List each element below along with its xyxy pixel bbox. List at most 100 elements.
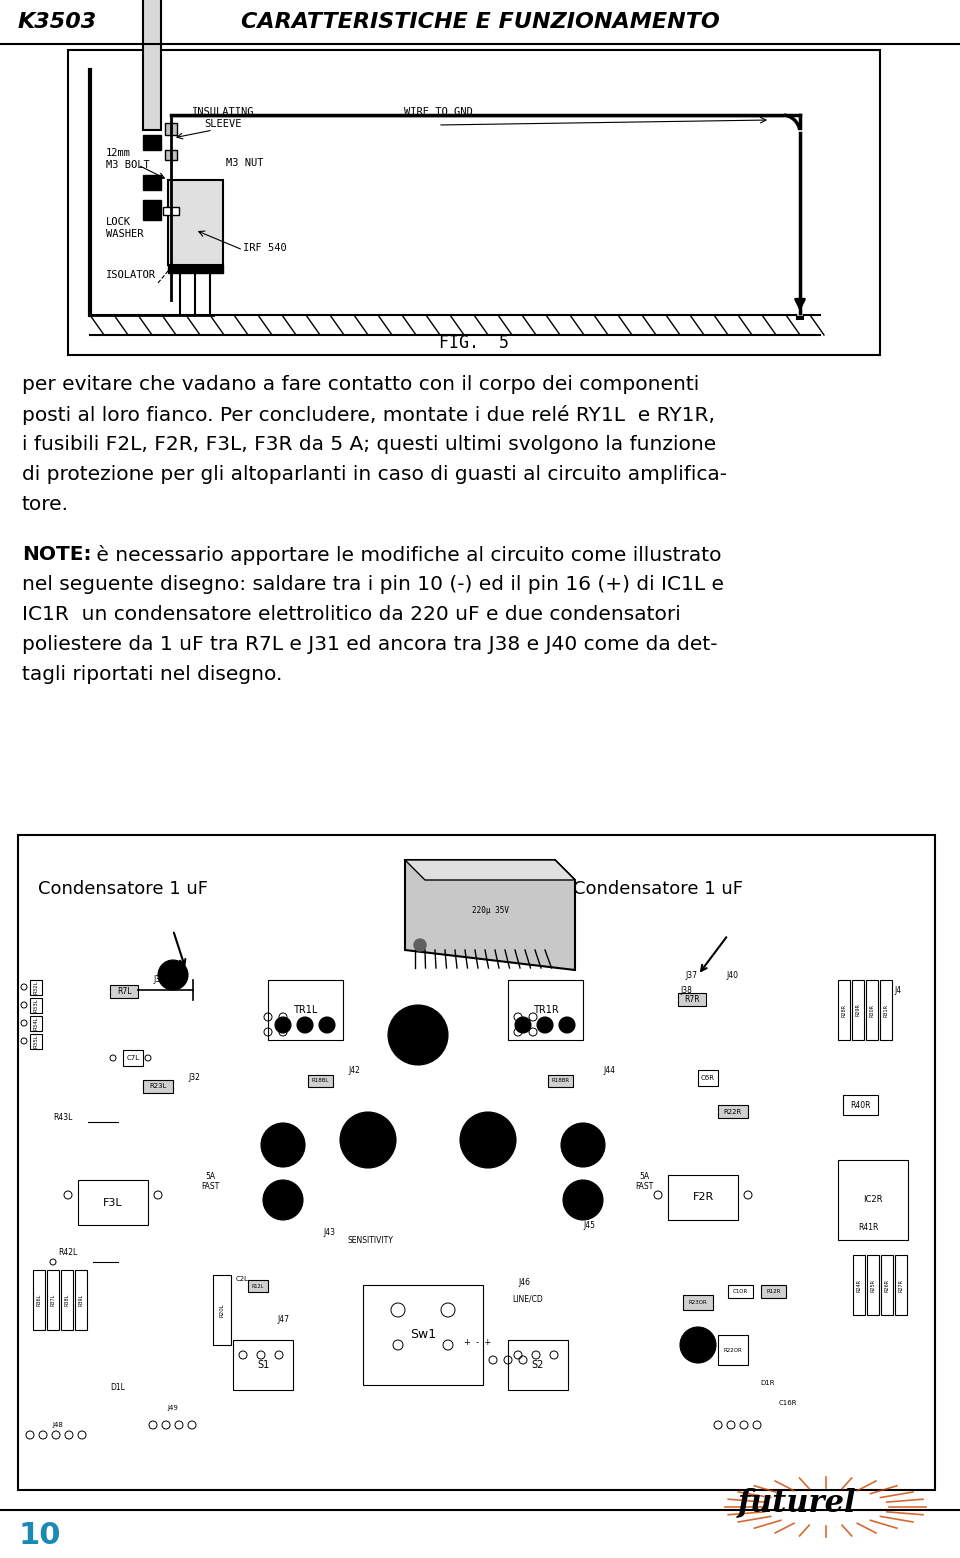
Text: R28R: R28R [842,1003,847,1016]
Text: D1R: D1R [760,1380,776,1387]
Text: F2R: F2R [692,1192,713,1203]
Bar [110,985,138,999]
Bar [18,835,935,1489]
Bar [143,1080,173,1094]
Text: R20L: R20L [220,1302,225,1317]
Text: J37: J37 [685,971,697,980]
Bar [508,980,583,1041]
Text: IC2R: IC2R [863,1195,883,1204]
Polygon shape [405,860,575,880]
Bar [78,1179,148,1225]
Text: Condensatore 1 uF: Condensatore 1 uF [573,880,743,897]
Text: C20R: C20R [575,1142,591,1147]
Bar [867,1256,879,1315]
Text: R34L: R34L [34,1017,38,1030]
Text: R26R: R26R [884,1279,890,1292]
Text: R23L: R23L [149,1083,167,1089]
Bar [698,1070,718,1086]
Text: J38: J38 [680,986,692,996]
Text: 12mm
M3 BOLT: 12mm M3 BOLT [106,148,150,170]
Text: Sw1: Sw1 [410,1329,436,1341]
Text: IC5: IC5 [167,971,179,977]
Bar [233,1340,293,1390]
Bar [68,50,880,355]
Text: IRF 540: IRF 540 [243,243,287,252]
Text: ISOLATOR: ISOLATOR [106,270,156,280]
Bar [718,1335,748,1365]
Text: tagli riportati nel disegno.: tagli riportati nel disegno. [22,665,282,684]
Text: futurel: futurel [737,1488,856,1517]
Text: R12L: R12L [252,1284,264,1288]
Bar [838,980,850,1041]
Bar [852,980,864,1041]
Text: per evitare che vadano a fare contatto con il corpo dei componenti: per evitare che vadano a fare contatto c… [22,375,699,394]
Bar [165,150,177,160]
Bar [363,1285,483,1385]
Text: 5A
FAST: 5A FAST [635,1172,653,1190]
Bar [866,980,878,1041]
Text: J42: J42 [348,1066,360,1075]
Text: IC1R  un condensatore elettrolitico da 220 uF e due condensatori: IC1R un condensatore elettrolitico da 22… [22,605,681,625]
Bar [761,1285,786,1298]
Circle shape [680,1327,716,1363]
Text: J47: J47 [277,1315,289,1324]
Text: R22R: R22R [724,1108,742,1114]
Text: J43: J43 [323,1228,335,1237]
Bar [30,1016,42,1031]
Bar [678,992,706,1006]
Text: J49: J49 [168,1405,179,1412]
Text: S1: S1 [257,1360,269,1369]
Bar [881,1256,893,1315]
Bar [838,1161,908,1240]
Bar [308,1075,333,1087]
Text: R33L: R33L [34,999,38,1013]
Text: LINE/CD: LINE/CD [513,1295,543,1304]
Circle shape [537,1017,553,1033]
Bar [47,1270,59,1331]
Bar [168,181,223,265]
Text: C19L: C19L [276,1197,291,1201]
Text: R12R: R12R [766,1288,780,1295]
Text: R39L: R39L [79,1293,84,1306]
Bar [248,1281,268,1292]
Circle shape [559,1017,575,1033]
Text: C1OR: C1OR [732,1288,748,1295]
Text: R23OR: R23OR [688,1299,708,1306]
Bar [33,1270,45,1331]
Bar [168,265,223,273]
Bar [123,1050,143,1066]
Text: WIRE TO GND: WIRE TO GND [403,108,472,117]
Text: J40: J40 [726,971,738,980]
Text: R30R: R30R [870,1003,875,1016]
Text: NOTE:: NOTE: [22,545,91,564]
Text: J31: J31 [153,975,165,985]
Text: D1L: D1L [110,1384,126,1391]
Text: CARATTERISTICHE E FUNZIONAMENTO: CARATTERISTICHE E FUNZIONAMENTO [241,12,719,33]
Text: di protezione per gli altoparlanti in caso di guasti al circuito amplifica-: di protezione per gli altoparlanti in ca… [22,464,727,485]
Text: R27R: R27R [899,1279,903,1292]
Bar [75,1270,87,1331]
Bar [548,1075,573,1087]
Circle shape [561,1123,605,1167]
Text: INSULATING
SLEEVE: INSULATING SLEEVE [192,108,254,129]
Text: R32L: R32L [34,980,38,994]
Bar [30,999,42,1013]
Circle shape [414,939,426,950]
Circle shape [158,960,188,989]
Bar [796,315,804,319]
Bar [268,980,343,1041]
Bar [668,1175,738,1220]
Bar [30,980,42,996]
Text: R43L: R43L [53,1112,72,1122]
Text: R42L: R42L [58,1248,77,1257]
Text: J32: J32 [188,1073,200,1081]
Text: SENSITIVITY: SENSITIVITY [348,1235,393,1245]
Text: J44: J44 [603,1066,615,1075]
Bar [143,199,161,220]
Circle shape [319,1017,335,1033]
Text: R29R: R29R [855,1003,860,1016]
Text: M3 NUT: M3 NUT [226,157,263,168]
Text: C16B2: C16B2 [689,1341,707,1346]
Text: RV1L: RV1L [359,1136,376,1142]
Text: 10: 10 [18,1521,60,1550]
